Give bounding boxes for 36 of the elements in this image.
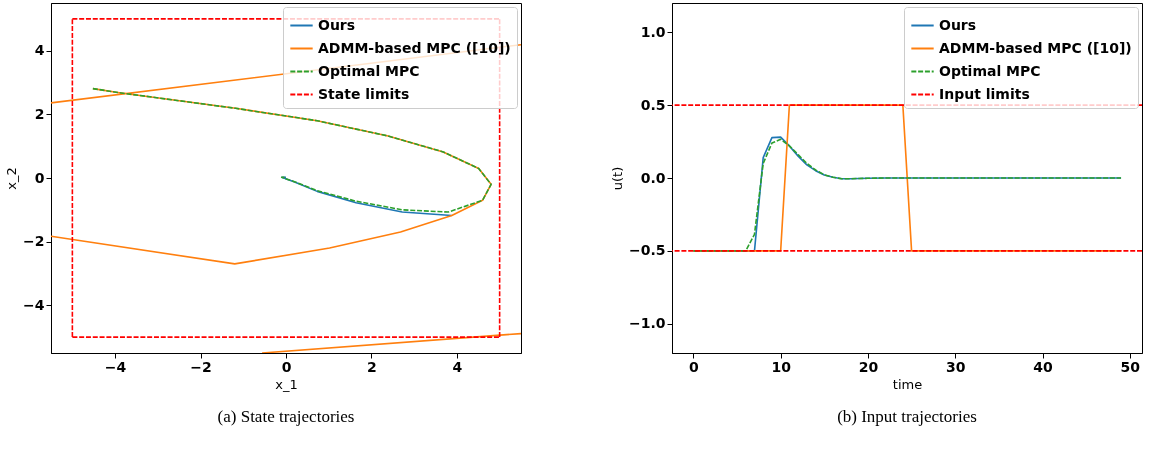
x-tick-label: 50 — [1120, 358, 1141, 375]
y-tick-label: −1.0 — [628, 315, 666, 332]
x-axis-title: x_1 — [275, 376, 298, 392]
legend-label: Ours — [939, 16, 977, 33]
x-tick-label: −2 — [190, 358, 212, 375]
x-tick-label: 0 — [281, 358, 292, 375]
y-axis-title: u(t) — [609, 166, 625, 191]
legend-label: Optimal MPC — [318, 62, 420, 79]
y-tick-label: 0 — [34, 169, 45, 186]
y-tick-label: 1.0 — [640, 23, 666, 40]
x-axis-title: time — [892, 376, 923, 392]
y-tick-label: 4 — [34, 42, 45, 59]
legend-label: Ours — [318, 16, 356, 33]
x-tick-label: 40 — [1033, 358, 1053, 375]
y-axis-title: x_2 — [4, 167, 20, 190]
x-tick-label: 30 — [945, 358, 966, 375]
x-tick-label: 10 — [771, 358, 792, 375]
y-tick-label: 0.0 — [640, 169, 666, 186]
legend-label: State limits — [318, 85, 410, 102]
x-tick-label: 2 — [367, 358, 377, 375]
y-tick-label: −0.5 — [628, 242, 666, 259]
x-tick-label: 0 — [689, 358, 700, 375]
y-tick-label: 0.5 — [640, 96, 666, 113]
text: (b) Input trajectories — [837, 407, 977, 426]
legend-label: ADMM-based MPC ([10]) — [318, 39, 511, 56]
text: (a) State trajectories — [217, 407, 355, 426]
ref-line-label: Input limits — [939, 85, 1030, 102]
line-series — [92, 87, 492, 213]
x-tick-label: −4 — [104, 358, 127, 375]
y-tick-label: −4 — [23, 296, 45, 313]
x-tick-label: 20 — [858, 358, 879, 375]
y-tick-label: 2 — [34, 105, 45, 122]
legend-label: ADMM-based MPC ([10]) — [939, 39, 1132, 56]
x-tick-label: 4 — [452, 358, 463, 375]
legend-label: Optimal MPC — [939, 62, 1041, 79]
y-tick-label: −2 — [23, 233, 45, 250]
